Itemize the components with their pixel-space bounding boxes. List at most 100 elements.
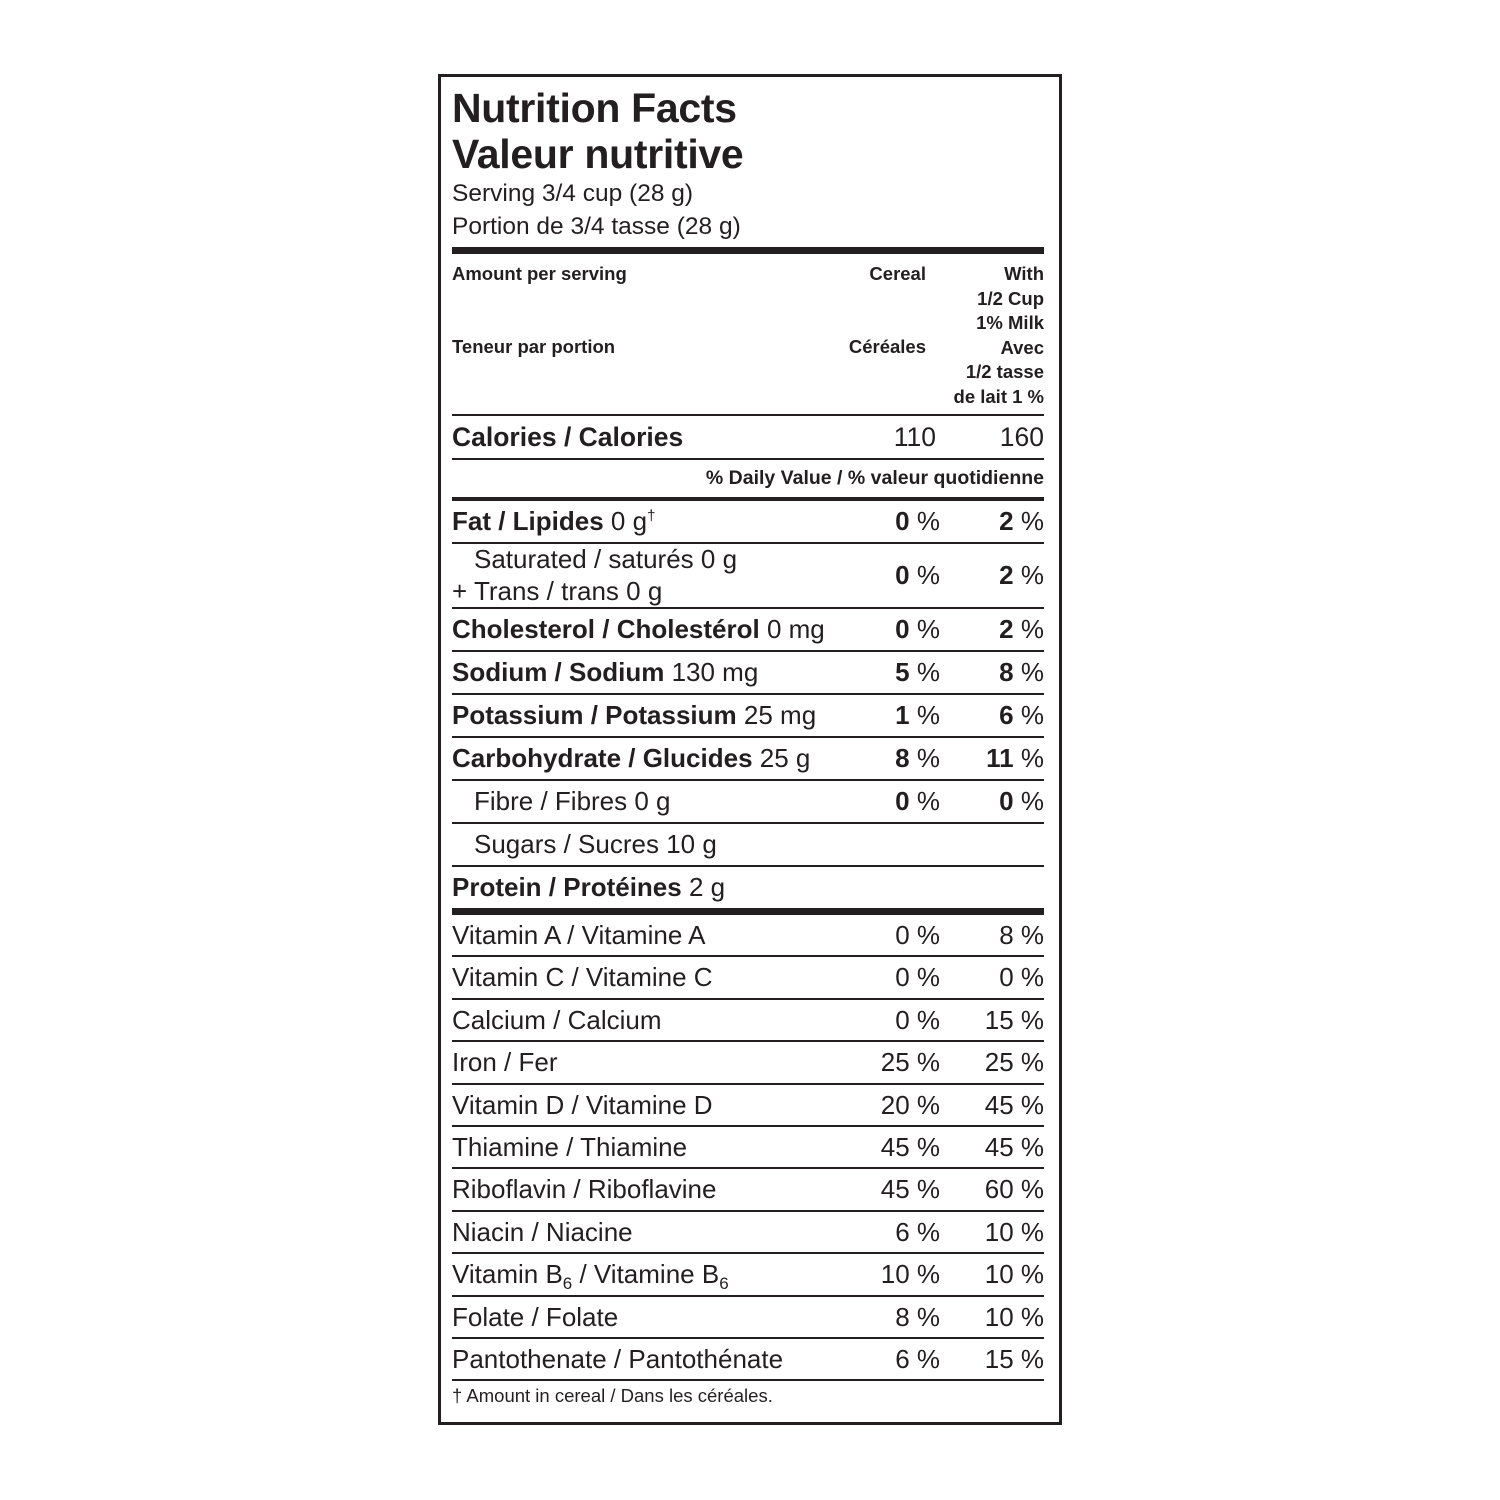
vitamin-name: Folate / Folate: [452, 1302, 618, 1332]
vitamin-milk-value: 0 %: [999, 962, 1044, 993]
percent-value: 0: [895, 560, 910, 590]
nutrient-list: Fat / Lipides 0 g† 0 % 2 % Saturated / satu…: [452, 501, 1044, 908]
vitamin-row: Vitamin A / Vitamine A 0 % 8 %: [452, 915, 1044, 958]
daily-value-cereal: 8 %: [895, 738, 940, 779]
percent-sign: %: [916, 657, 940, 687]
percent-sign: %: [1020, 700, 1044, 730]
vitamin-name: Vitamin D / Vitamine D: [452, 1090, 713, 1120]
vitamin-label: Folate / Folate: [452, 1301, 619, 1332]
nutrient-name: Sodium / Sodium 130 mg: [452, 657, 758, 687]
vitamin-label: Iron / Fer: [452, 1047, 558, 1078]
daily-value-milk: 2 %: [999, 501, 1044, 542]
vitamin-row: Calcium / Calcium 0 % 15 %: [452, 1000, 1044, 1043]
daily-value-cereal: 0 %: [895, 501, 940, 542]
vitamin-cereal-value: 10 %: [880, 1259, 940, 1290]
daily-value-milk: 0 %: [999, 781, 1044, 822]
percent-sign: %: [916, 614, 940, 644]
calories-row: Calories / Calories 110 160: [452, 416, 1044, 460]
nutrient-amount: 25 mg: [743, 700, 817, 730]
vitamin-row: Vitamin B6 / Vitamine B6 10 % 10 %: [452, 1254, 1044, 1297]
nutrient-row: Cholesterol / Cholestérol 0 mg 0 % 2 %: [452, 609, 1044, 652]
nutrient-label: Protein / Protéines: [452, 872, 682, 902]
vitamin-cereal-value: 45 %: [880, 1174, 940, 1205]
vitamin-row: Thiamine / Thiamine 45 % 45 %: [452, 1127, 1044, 1170]
nutrient-label: Sugars / Sucres 10 g: [474, 829, 717, 859]
vitamin-row: Niacin / Niacine 6 % 10 %: [452, 1212, 1044, 1255]
daily-value-header: % Daily Value / % valeur quotidienne: [452, 460, 1044, 501]
cereal-column-header: Cereal: [869, 263, 926, 284]
percent-sign: %: [1020, 786, 1044, 816]
vitamin-name: Niacin / Niacine: [452, 1217, 633, 1247]
percent-value: 2: [999, 506, 1014, 536]
vitamin-label: Vitamin B: [452, 1259, 563, 1290]
nutrient-name: Carbohydrate / Glucides 25 g: [452, 743, 810, 773]
nutrient-label: Cholesterol / Cholestérol: [452, 614, 760, 644]
nutrient-amount: 2 g: [688, 872, 726, 902]
vitamin-cereal-value: 0 %: [895, 920, 940, 950]
vitamin-cereal-value: 0 %: [895, 962, 940, 993]
vitamin-cereal-value: 0 %: [895, 1004, 940, 1035]
calories-milk: 160: [999, 422, 1044, 452]
percent-sign: %: [1020, 743, 1044, 773]
nutrient-label: Fibre / Fibres 0 g: [474, 786, 671, 816]
percent-sign: %: [1020, 560, 1044, 590]
percent-value: 6: [999, 700, 1014, 730]
nutrient-name: Protein / Protéines 2 g: [452, 872, 725, 902]
nutrient-row: Saturated / saturés 0 g + Trans / trans 0…: [452, 544, 1044, 609]
vitamin-cereal-value: 6 %: [895, 1343, 940, 1374]
vitamin-row: Iron / Fer 25 % 25 %: [452, 1042, 1044, 1085]
vitamin-milk-value: 25 %: [984, 1047, 1044, 1078]
vitamin-milk-value: 10 %: [984, 1259, 1044, 1290]
daily-value-cereal: 5 %: [895, 652, 940, 693]
calories-label: Calories / Calories: [452, 422, 684, 452]
nutrient-name: Sugars / Sucres 10 g: [452, 829, 717, 859]
nutrient-name: Cholesterol / Cholestérol 0 mg: [452, 614, 825, 644]
vitamin-milk-value: 15 %: [984, 1004, 1044, 1035]
nutrient-name: Potassium / Potassium 25 mg: [452, 700, 816, 730]
subscript: 6: [719, 1274, 729, 1294]
vitamin-milk-value: 8 %: [999, 920, 1044, 950]
vitamin-label: Vitamin D / Vitamine D: [452, 1089, 713, 1120]
nutrient-row: Carbohydrate / Glucides 25 g 8 % 11 %: [452, 738, 1044, 781]
dagger-mark: †: [647, 507, 656, 525]
percent-value: 1: [895, 700, 910, 730]
percent-value: 0: [895, 614, 910, 644]
percent-sign: %: [1020, 614, 1044, 644]
nutrient-amount: 25 g: [759, 743, 811, 773]
vitamin-name: Riboflavin / Riboflavine: [452, 1174, 716, 1204]
serving-size-french: Portion de 3/4 tasse (28 g): [452, 213, 741, 240]
nutrient-name: Fat / Lipides 0 g†: [452, 506, 655, 536]
percent-sign: %: [916, 506, 940, 536]
vitamin-milk-value: 45 %: [984, 1131, 1044, 1162]
vitamin-row: Vitamin C / Vitamine C 0 % 0 %: [452, 957, 1044, 1000]
nutrient-sublabel: + Trans / trans 0 g: [452, 575, 663, 606]
percent-sign: %: [916, 560, 940, 590]
vitamin-name: Calcium / Calcium: [452, 1005, 662, 1035]
vitamin-cereal-value: 6 %: [895, 1216, 940, 1247]
daily-value-milk: 2 %: [999, 544, 1044, 607]
subscript: 6: [562, 1274, 573, 1294]
vitamin-milk-value: 45 %: [984, 1089, 1044, 1120]
title-french: Valeur nutritive: [452, 131, 744, 177]
vitamin-name: Thiamine / Thiamine: [452, 1132, 687, 1162]
cereal-column-header-french: Céréales: [848, 336, 926, 357]
vitamin-name: Vitamin B6 / Vitamine B6: [452, 1259, 729, 1292]
vitamin-label: Vitamin A / Vitamine A: [452, 920, 706, 950]
percent-value: 0: [895, 786, 910, 816]
nutrient-row: Sugars / Sucres 10 g: [452, 824, 1044, 867]
daily-value-milk: 11 %: [986, 738, 1044, 779]
vitamin-cereal-value: 20 %: [880, 1089, 940, 1120]
thick-divider: [452, 247, 1044, 254]
nutrient-name: Saturated / saturés 0 g + Trans / trans 0…: [452, 544, 737, 606]
teneur-par-portion: Teneur par portion: [452, 336, 616, 357]
vitamin-milk-value: 10 %: [984, 1301, 1044, 1332]
column-header: Amount per serving Teneur par portion Ce…: [452, 254, 1044, 416]
nutrient-label: Fat / Lipides: [452, 506, 604, 536]
percent-value: 2: [999, 614, 1014, 644]
vitamin-label: Thiamine / Thiamine: [452, 1131, 688, 1162]
milk-column-header: With 1/2 Cup 1% Milk Avec 1/2 tasse de l…: [953, 263, 1044, 407]
serving-size-english: Serving 3/4 cup (28 g): [452, 180, 694, 207]
nutrient-label: Carbohydrate / Glucides: [452, 743, 753, 773]
daily-value-milk: 2 %: [999, 609, 1044, 650]
